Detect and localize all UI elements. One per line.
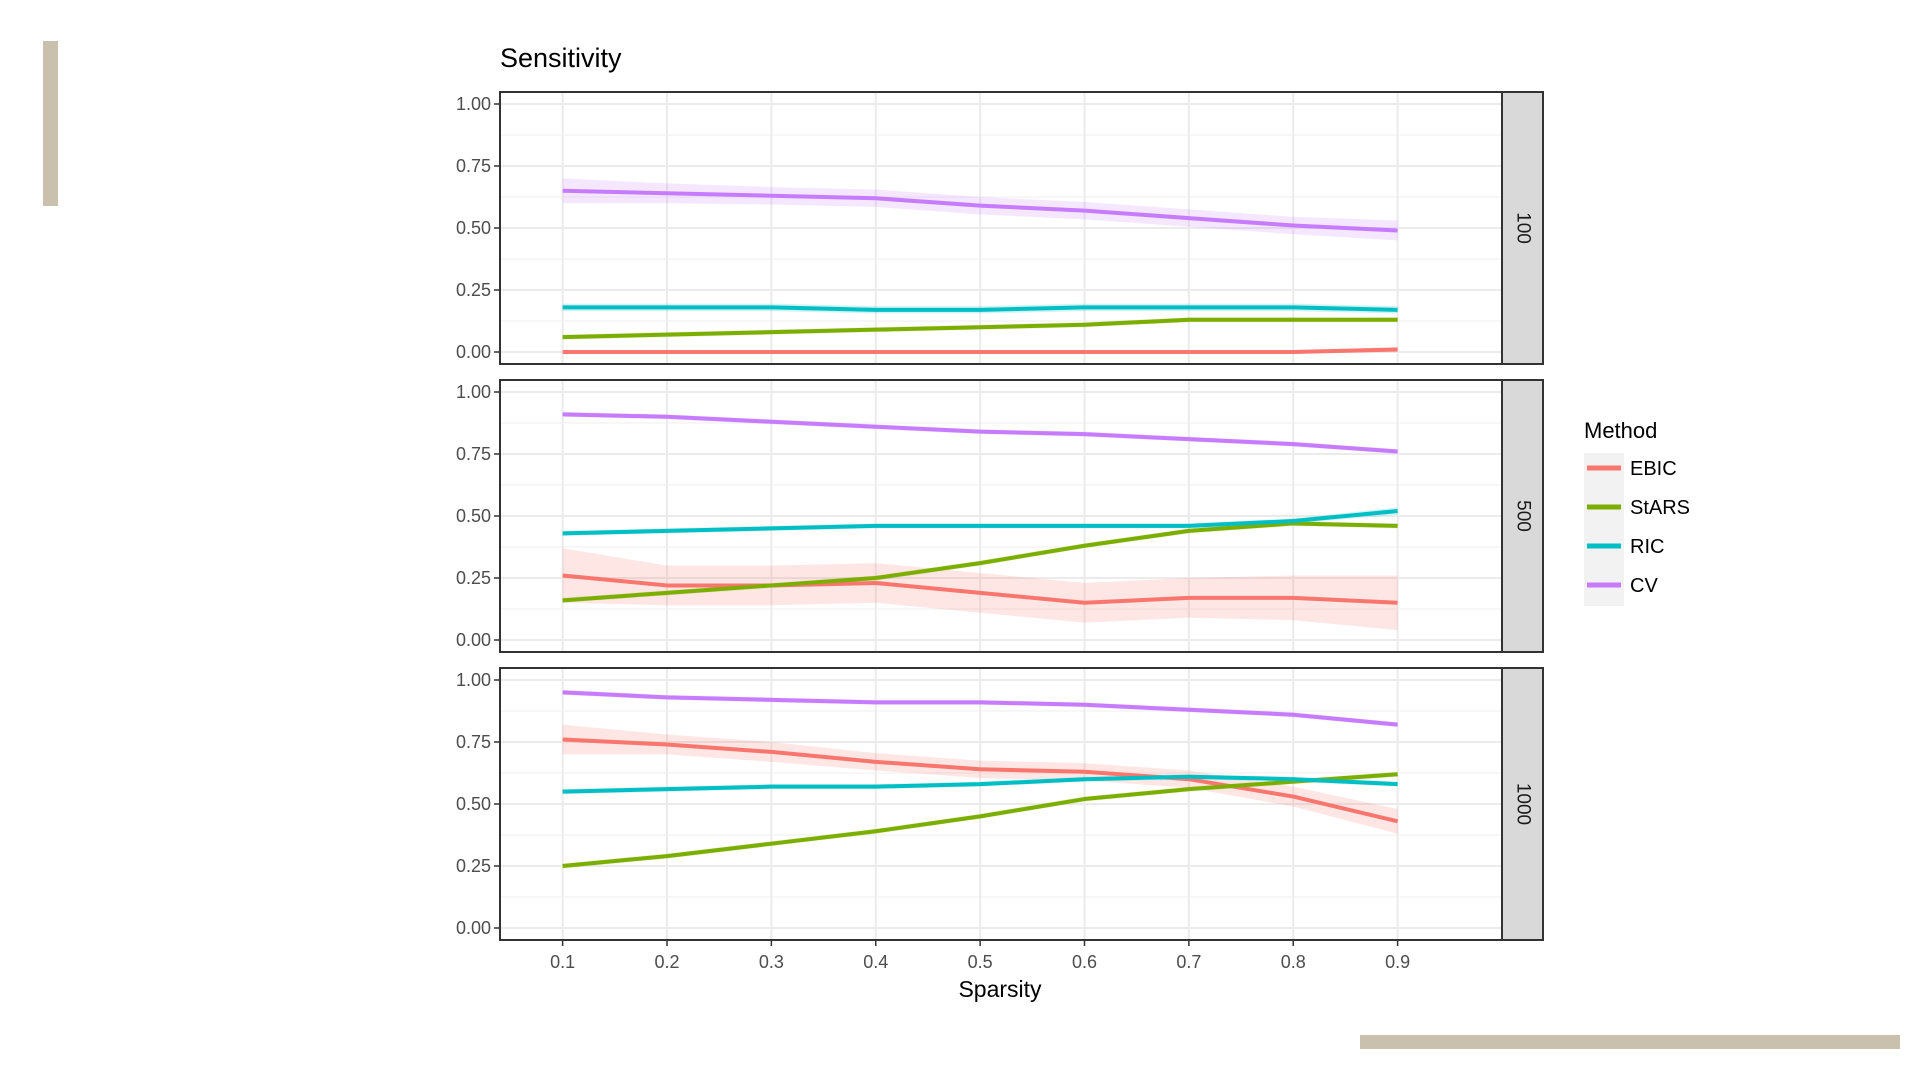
x-tick-label: 0.2: [654, 952, 679, 972]
x-tick-label: 0.9: [1385, 952, 1410, 972]
series-line-ebic: [562, 737, 1399, 824]
series-line-ric: [562, 774, 1398, 794]
y-tick-label: 0.75: [456, 732, 491, 752]
x-tick-label: 0.8: [1281, 952, 1306, 972]
y-tick-label: 1.00: [456, 382, 491, 402]
legend-label-ebic: EBIC: [1630, 458, 1677, 480]
facet-strip: [1501, 379, 1544, 653]
legend-label-ric: RIC: [1630, 536, 1664, 558]
x-tick-label: 0.4: [863, 952, 888, 972]
series-line-ebic: [562, 347, 1398, 354]
legend-label-stars: StARS: [1630, 497, 1690, 519]
ribbon-ebic: [562, 548, 1398, 631]
y-tick-label: 0.25: [456, 280, 491, 300]
legend-title: Method: [1584, 418, 1657, 443]
decorative-accent-bar-bottom: [1360, 1035, 1900, 1049]
series-line-ric: [562, 305, 1398, 312]
y-tick-label: 0.50: [456, 506, 491, 526]
facet-strip-label: 100: [1512, 212, 1533, 244]
y-tick-label: 0.25: [456, 568, 491, 588]
x-tick-label: 0.5: [968, 952, 993, 972]
x-axis: 0.1 0.2 0.3 0.4 0.5 0.6 0.7 0.8 0.9: [550, 940, 1410, 972]
x-tick-label: 0.3: [759, 952, 784, 972]
series-line-stars: [562, 772, 1398, 868]
series-line-cv: [562, 188, 1398, 233]
x-axis-label: Sparsity: [958, 976, 1042, 1002]
series-line-stars: [562, 317, 1398, 340]
legend-key-background: [1584, 453, 1624, 606]
legend-label-cv: CV: [1630, 575, 1658, 597]
y-tick-label: 0.00: [456, 918, 491, 938]
facet-panel-500: 0.00 0.25 0.50 0.75 1.00 500: [456, 379, 1544, 653]
facet-strip-label: 500: [1512, 500, 1533, 532]
x-tick-label: 0.6: [1072, 952, 1097, 972]
y-tick-label: 0.75: [456, 156, 491, 176]
y-tick-label: 0.75: [456, 444, 491, 464]
y-tick-label: 0.50: [456, 794, 491, 814]
facet-panels: 0.00 0.25 0.50 0.75 1.00 100 0.00 0.25 0.50 0.75 1…: [456, 91, 1544, 941]
series-line-stars: [562, 521, 1398, 603]
y-tick-label: 0.00: [456, 342, 491, 362]
chart-title: Sensitivity: [500, 43, 622, 73]
legend: Method EBIC StARS RIC CV: [1584, 418, 1690, 606]
facet-strip-label: 1000: [1512, 783, 1533, 825]
y-tick-label: 1.00: [456, 670, 491, 690]
decorative-accent-bar-left: [43, 41, 58, 206]
facet-panel-100: 0.00 0.25 0.50 0.75 1.00 100: [456, 91, 1544, 365]
y-tick-label: 1.00: [456, 94, 491, 114]
facet-strip: [1501, 91, 1544, 365]
series-line-ric: [562, 509, 1398, 536]
x-tick-label: 0.1: [550, 952, 575, 972]
y-tick-label: 0.00: [456, 630, 491, 650]
series-line-cv: [562, 690, 1398, 727]
y-tick-label: 0.50: [456, 218, 491, 238]
facet-strip: [1501, 667, 1544, 941]
series-line-ebic: [562, 573, 1398, 605]
series-line-cv: [562, 412, 1398, 454]
y-tick-label: 0.25: [456, 856, 491, 876]
facet-panel-1000: 0.00 0.25 0.50 0.75 1.00 1000: [456, 667, 1544, 941]
x-tick-label: 0.7: [1176, 952, 1201, 972]
